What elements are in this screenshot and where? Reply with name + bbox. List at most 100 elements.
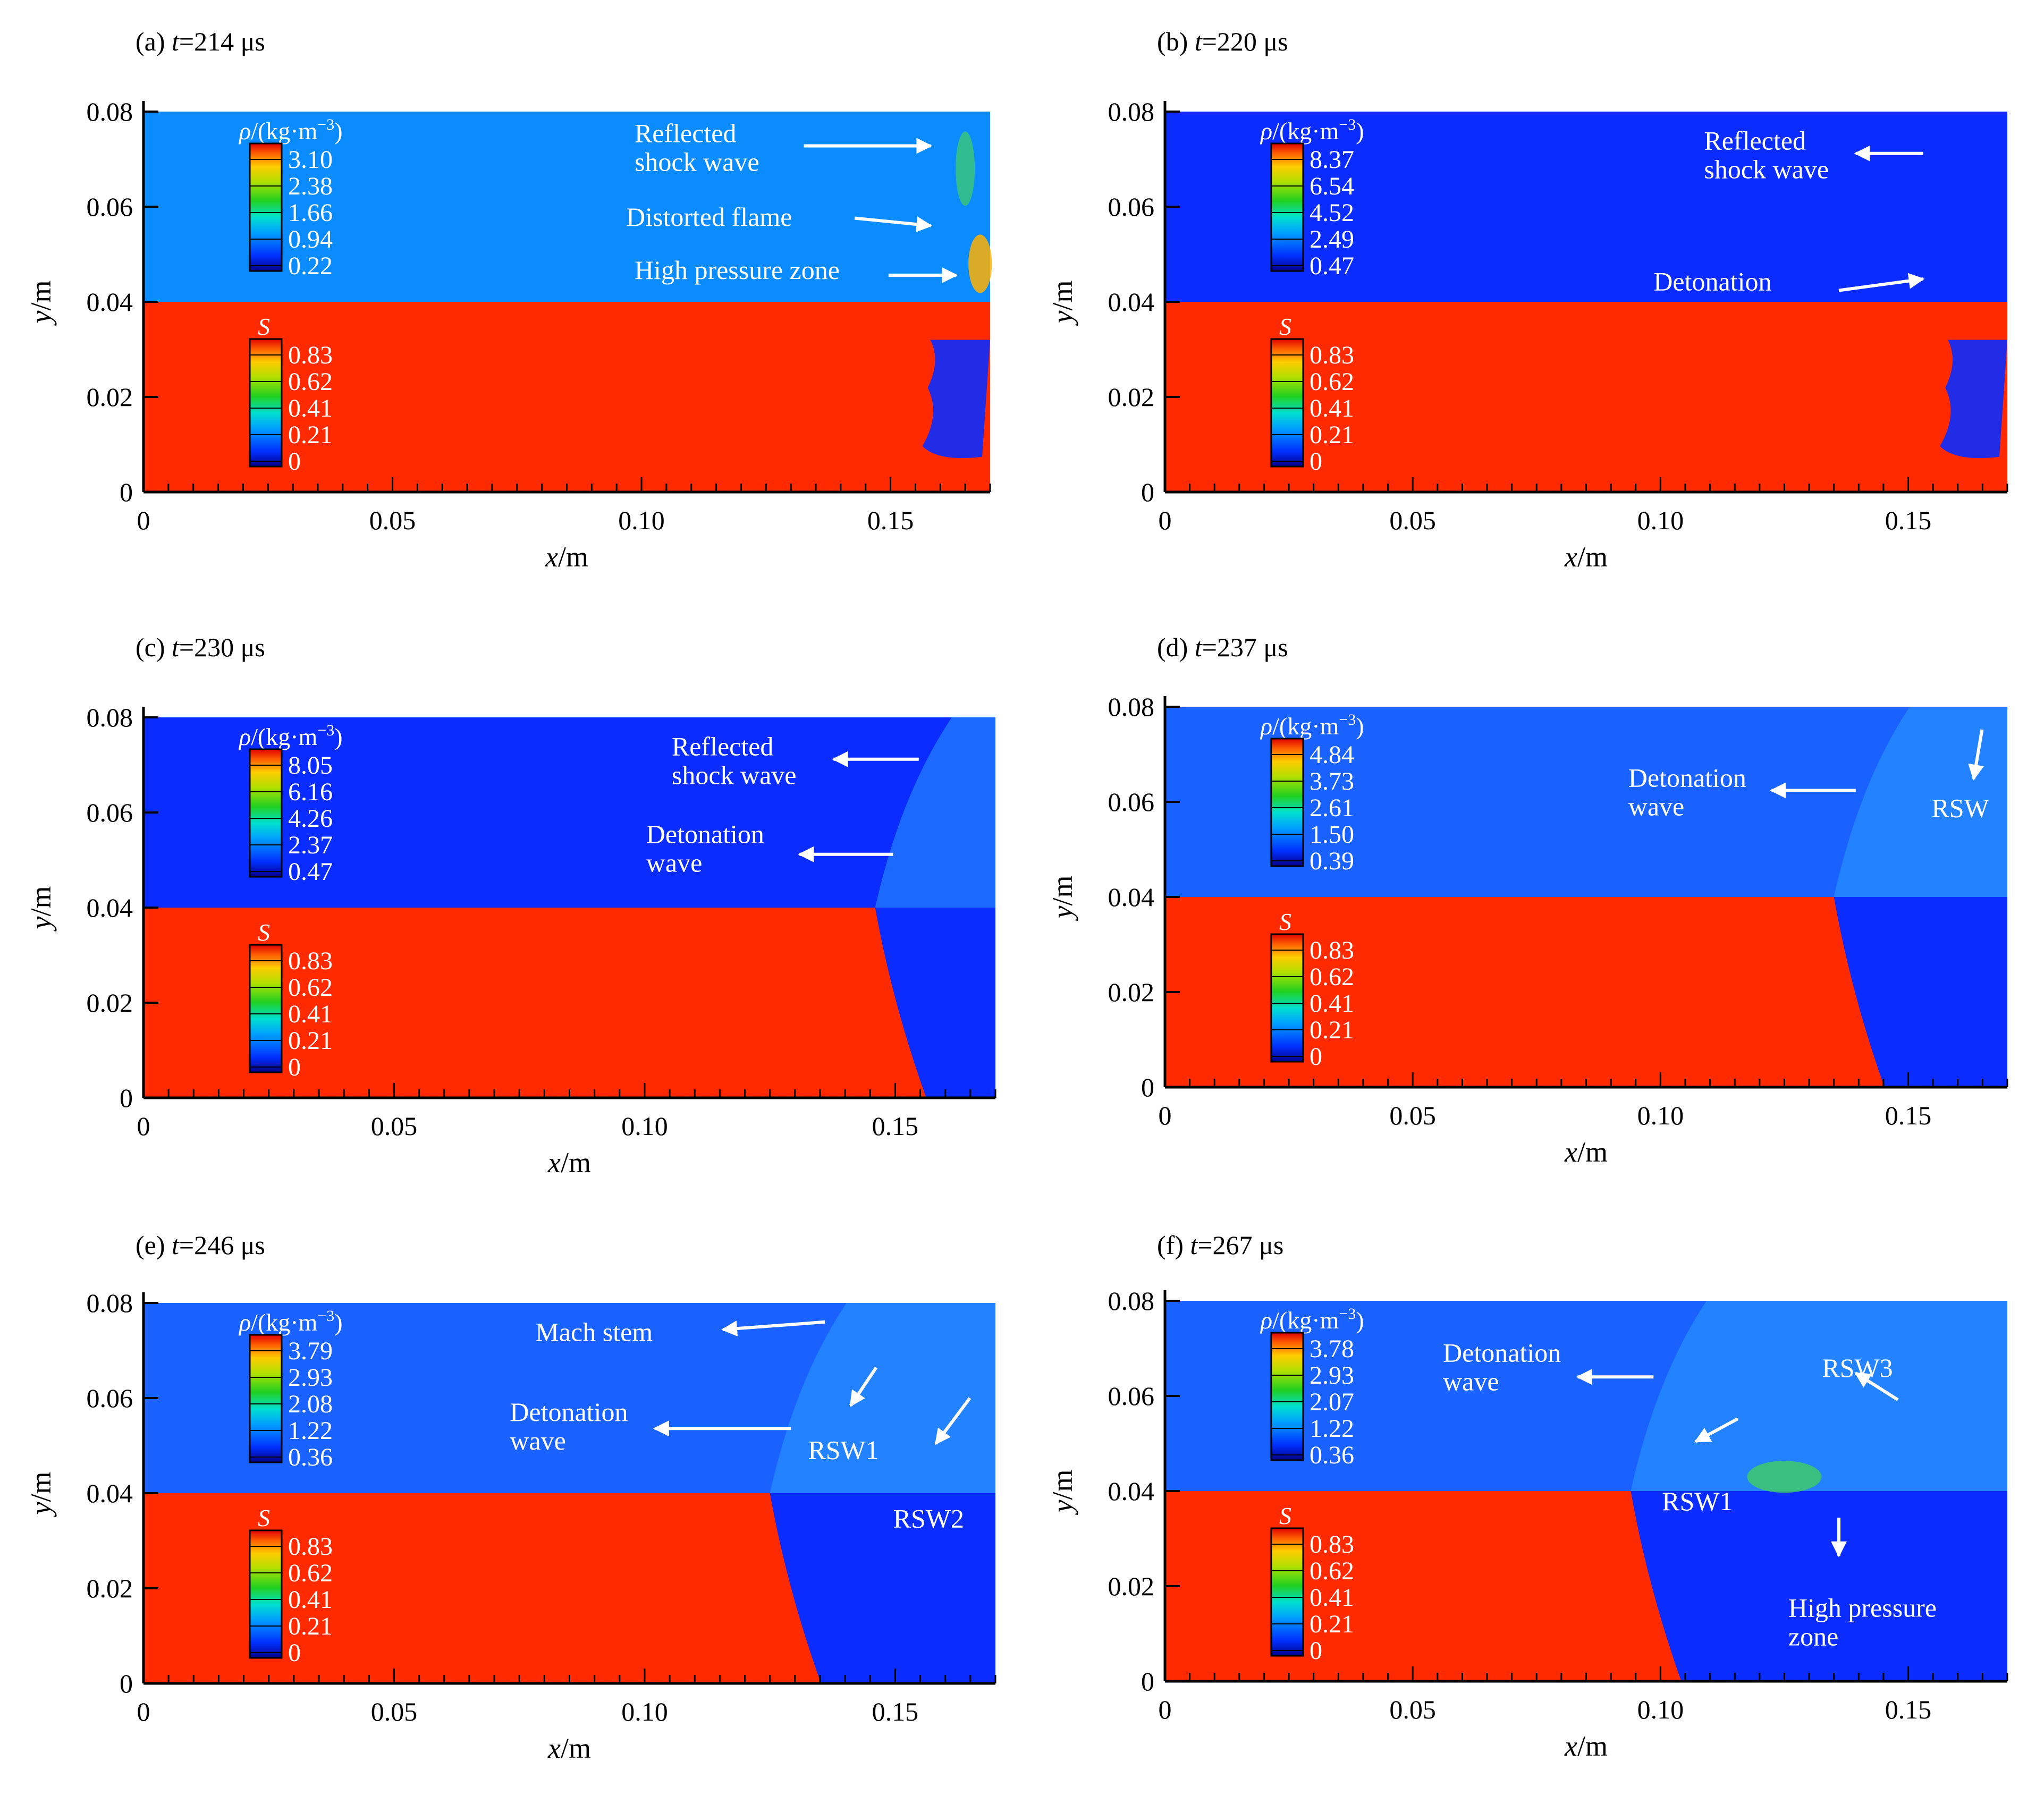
annotation-text: Reflected xyxy=(635,118,737,148)
x-tick-label: 0.05 xyxy=(371,1697,418,1726)
annotation-arrow xyxy=(1838,273,1925,292)
s-colorbar-value: 0.21 xyxy=(1310,1016,1354,1044)
x-axis-label: x/m xyxy=(1564,1136,1608,1168)
y-axis-label: y/m xyxy=(25,886,57,932)
annotation-a-1: Distorted flame xyxy=(626,202,933,233)
annotation-text: Detonation xyxy=(1653,267,1771,297)
s-colorbar-title: S xyxy=(1279,908,1291,935)
s-colorbar-title: S xyxy=(258,1504,270,1531)
rho-colorbar-bar xyxy=(1270,142,1304,272)
annotation-text: Detonation xyxy=(646,819,764,849)
rho-colorbar-value: 2.08 xyxy=(288,1390,333,1418)
annotation-e-2: RSW1 xyxy=(808,1367,879,1465)
panel-b: (b) t=220 μs 0 0.02 0.04 0.06 0.08 0 0.05 0.10 0.… xyxy=(1046,27,2008,573)
y-tick-label: 0.06 xyxy=(87,1383,133,1413)
annotation-arrow xyxy=(849,1367,878,1407)
annotation-text: RSW xyxy=(1931,793,1989,823)
rho-colorbar-bar xyxy=(1270,738,1304,867)
rho-colorbar-value: 8.37 xyxy=(1310,146,1354,174)
x-tick-label: 0.10 xyxy=(1637,505,1684,535)
panel-e: (e) t=246 μs 0 0.02 0.04 0.06 0.08 0 0.05 0.10 0.… xyxy=(25,1230,996,1764)
x-tick-label: 0.05 xyxy=(1389,1100,1436,1130)
s-colorbar-value: 0 xyxy=(288,1639,301,1667)
annotation-text: wave xyxy=(646,848,703,877)
y-tick-label: 0.08 xyxy=(87,97,133,126)
y-tick-label: 0.06 xyxy=(1108,1381,1155,1411)
y-tick-label: 0.04 xyxy=(1108,882,1155,912)
y-tick-label: 0 xyxy=(1141,1072,1154,1102)
s-colorbar-value: 0.21 xyxy=(1310,421,1354,449)
annotation-f-2: RSW1 xyxy=(1662,1417,1739,1516)
rho-colorbar-value: 0.39 xyxy=(1310,847,1354,875)
panel-f: (f) t=267 μs 0 0.02 0.04 0.06 0.08 0 0.05 0.10 0.… xyxy=(1046,1230,2008,1762)
s-colorbar-bar xyxy=(1270,1527,1304,1657)
x-axis-label: x/m xyxy=(1564,1730,1608,1762)
x-tick-label: 0.10 xyxy=(621,1111,668,1141)
shocked-region xyxy=(875,717,995,908)
rho-colorbar-value: 1.22 xyxy=(1310,1415,1354,1443)
y-tick-label: 0.06 xyxy=(87,192,133,222)
progress-field xyxy=(1165,302,2007,492)
rho-colorbar-value: 3.73 xyxy=(1310,767,1354,795)
s-colorbar: S 0.830.620.410.210 xyxy=(249,919,333,1081)
high-pressure-zone xyxy=(1747,1461,1822,1493)
annotation-arrow xyxy=(854,216,933,233)
burned-region xyxy=(770,1493,995,1683)
x-tick-label: 0.15 xyxy=(872,1111,919,1141)
x-tick-label: 0.05 xyxy=(369,505,416,535)
annotation-text: Detonation xyxy=(510,1397,628,1427)
y-axis-label: y/m xyxy=(25,281,57,326)
y-tick-label: 0.02 xyxy=(87,382,133,412)
y-tick-label: 0.08 xyxy=(1108,692,1155,722)
rho-colorbar-value: 2.61 xyxy=(1310,794,1354,822)
y-tick-label: 0.06 xyxy=(1108,787,1155,817)
y-tick-label: 0.06 xyxy=(87,798,133,827)
x-tick-label: 0 xyxy=(137,505,150,535)
panel-label: (a) t=214 μs xyxy=(136,27,265,56)
s-colorbar-bar xyxy=(1270,338,1304,468)
density-field xyxy=(143,717,995,908)
y-tick-label: 0.04 xyxy=(1108,1476,1155,1506)
rho-colorbar-value: 3.78 xyxy=(1310,1335,1354,1363)
rho-colorbar-value: 1.66 xyxy=(288,199,333,227)
rho-colorbar-value: 0.36 xyxy=(1310,1441,1354,1469)
s-colorbar-value: 0.41 xyxy=(288,1000,333,1028)
rho-colorbar-title: ρ/(kg·m−3) xyxy=(238,722,343,750)
annotation-f-1: RSW3 xyxy=(1822,1353,1899,1401)
annotation-d-1: RSW xyxy=(1931,729,1990,823)
s-colorbar-value: 0 xyxy=(288,1053,301,1081)
rho-colorbar-value: 0.47 xyxy=(288,858,333,886)
s-colorbar-value: 0.83 xyxy=(1310,341,1354,369)
annotation-text: Mach stem xyxy=(535,1317,653,1347)
annotation-text: RSW1 xyxy=(808,1435,879,1465)
s-colorbar-value: 0 xyxy=(1310,447,1322,476)
s-colorbar-title: S xyxy=(258,919,270,946)
progress-field xyxy=(143,302,990,492)
annotation-arrow xyxy=(1694,1417,1739,1443)
shocked-region xyxy=(770,1303,995,1493)
x-tick-label: 0.15 xyxy=(1885,1100,1932,1130)
y-tick-label: 0 xyxy=(120,1083,133,1113)
y-tick-label: 0.04 xyxy=(87,1478,133,1508)
s-colorbar-bar xyxy=(1270,933,1304,1063)
panel-d: (d) t=237 μs 0 0.02 0.04 0.06 0.08 0 0.05 0.10 0.… xyxy=(1046,632,2008,1168)
panel-c: (c) t=230 μs 0 0.02 0.04 0.06 0.08 0 0.05 0.10 0.… xyxy=(25,632,996,1179)
annotation-e-3: RSW2 xyxy=(893,1397,972,1533)
rho-colorbar-value: 2.49 xyxy=(1310,225,1354,253)
rho-colorbar-value: 6.16 xyxy=(288,778,333,806)
rho-colorbar-bar xyxy=(249,748,283,878)
s-colorbar-value: 0 xyxy=(1310,1637,1322,1665)
rho-colorbar: ρ/(kg·m−3)3.792.932.081.220.36 xyxy=(238,1307,343,1471)
rho-colorbar-value: 2.93 xyxy=(1310,1361,1354,1390)
x-axis-label: x/m xyxy=(547,1147,591,1179)
annotation-b-1: Detonation xyxy=(1653,267,1925,297)
annotation-text: wave xyxy=(1443,1367,1499,1396)
x-tick-label: 0.10 xyxy=(621,1697,668,1726)
s-colorbar-value: 0.21 xyxy=(1310,1610,1354,1638)
x-tick-label: 0.10 xyxy=(1637,1100,1684,1130)
rho-colorbar: ρ/(kg·m−3)8.056.164.262.370.47 xyxy=(238,722,343,886)
annotation-arrow xyxy=(721,1320,825,1337)
